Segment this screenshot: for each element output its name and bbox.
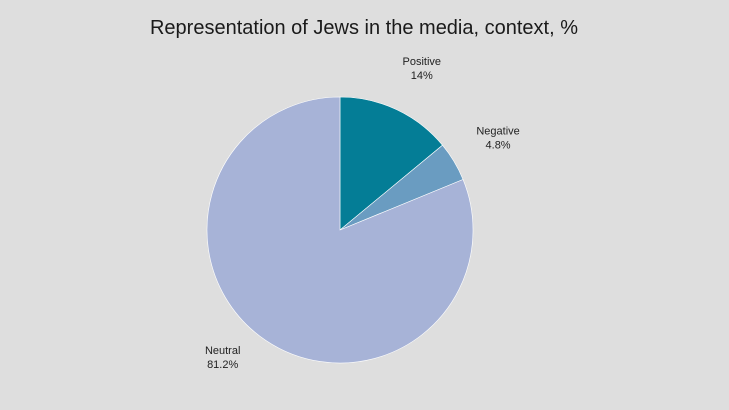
pie-labels: Positive 14% Negative 4.8% Neutral 81.2% xyxy=(205,56,520,371)
slice-value-negative: 4.8% xyxy=(486,139,511,151)
slice-label-negative: Negative xyxy=(476,125,519,137)
pie-slice-positive xyxy=(339,96,443,231)
slice-label-neutral: Neutral xyxy=(205,345,240,357)
pie-slices xyxy=(206,96,474,364)
slice-value-positive: 14% xyxy=(411,70,433,82)
slice-value-neutral: 81.2% xyxy=(207,359,238,371)
chart-title: Representation of Jews in the media, con… xyxy=(150,17,578,39)
slice-label-positive: Positive xyxy=(403,56,442,68)
pie-slice-neutral xyxy=(206,96,474,364)
